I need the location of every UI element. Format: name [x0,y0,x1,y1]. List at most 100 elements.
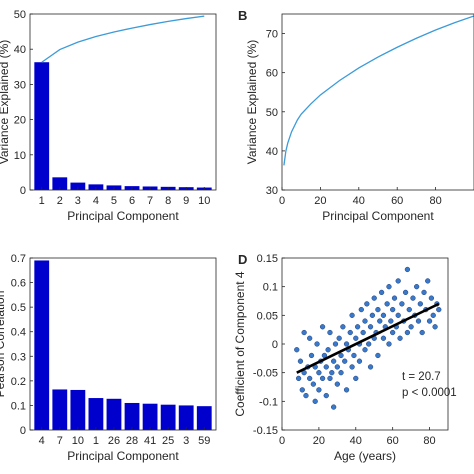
y-tick-label: 0.7 [11,253,26,265]
bar [70,389,86,430]
x-tick-label: 3 [183,435,189,447]
bar [124,402,140,430]
data-point [323,364,329,370]
x-tick-label: 20 [314,195,326,207]
data-point [402,289,409,296]
data-point [377,318,383,324]
data-point [354,324,361,330]
data-point [378,289,385,296]
y-tick-label: 0 [20,425,26,437]
x-tick-label: 80 [423,435,435,447]
data-point [390,306,396,313]
x-tick-label: 3 [75,195,81,207]
data-point [312,398,318,404]
y-tick-label: 30 [14,79,26,91]
x-tick-label: 40 [353,195,365,207]
data-point [399,301,405,307]
panel-D: 0 20 40 60 80 -0.15 -0.1 -0.05 0 0.05 0.1 0.15 t = 2… [233,252,457,463]
x-tick-label: 60 [387,435,399,447]
data-point [334,364,340,370]
data-point [404,266,411,273]
x-tick-label: 7 [147,195,153,207]
data-point [413,284,420,290]
y-tick-label: 0.2 [11,376,26,388]
x-tick-label: 7 [57,435,63,447]
data-point [319,375,326,382]
y-tick-label: 0.3 [11,351,26,363]
data-point [332,341,339,347]
data-point [301,329,307,336]
plot-frame [281,257,449,431]
y-tick-label: 0.5 [11,302,26,314]
data-point [415,318,422,324]
data-point [299,387,305,393]
y-tick-label: 60 [266,68,278,80]
y-axis-label: Variance Explained (%) [0,40,11,165]
data-point [375,306,381,313]
data-point [307,375,313,382]
bar [142,403,158,430]
y-tick-label: 50 [14,9,26,21]
x-tick-label: 25 [162,435,174,447]
regression-line [296,302,440,374]
y-tick-label: 40 [266,146,278,158]
data-point [380,335,387,341]
data-point [369,312,376,318]
y-tick-label: 40 [14,44,26,56]
data-point [336,335,342,341]
data-point [406,306,412,313]
y-tick-label: 0.1 [11,400,26,412]
x-tick-label: 5 [111,195,117,207]
data-point [349,312,355,318]
data-point [347,329,353,336]
data-point [349,364,355,370]
data-point [395,312,401,318]
x-tick-label: 60 [391,195,403,207]
x-axis-label: Age (years) [334,449,396,463]
data-point [436,306,442,313]
x-axis-label: Principal Component [322,209,434,223]
data-point [353,335,359,341]
data-point [330,404,337,410]
x-tick-label: 8 [165,195,171,207]
y-tick-label: 0.05 [257,310,278,322]
data-point [417,301,423,307]
data-point [319,324,326,330]
data-point [338,370,344,376]
data-point [310,381,317,387]
data-point [308,352,315,359]
x-tick-label: 2 [57,195,63,207]
y-tick-label: -0.15 [253,425,278,437]
y-axis-label: Pearson Correlation [0,291,7,398]
variance-curve [283,15,474,166]
y-tick-label: 0 [272,339,278,351]
bar [34,62,50,190]
data-point [397,335,403,341]
data-point [362,347,368,353]
data-point [294,347,300,353]
data-point [353,375,359,382]
bar [34,260,50,430]
data-point [343,341,350,347]
data-point [314,341,320,347]
data-point [410,295,416,301]
data-point [325,347,331,353]
y-axis-label: Coefficient of Component 4 [233,271,247,417]
panel-2: 4 7 10 1 26 28 41 25 3 59 0 0.1 0.2 0.3 0.4 0.5 0.6 0.7 Pr… [0,253,217,463]
x-tick-label: 9 [183,195,189,207]
y-tick-label: 0 [20,185,26,197]
cumulative-line [41,15,205,63]
y-axis-label: Variance Explained (%) [245,40,259,165]
data-point [316,370,322,376]
panel-label: D [238,252,247,267]
data-point [330,358,337,364]
x-tick-label: 1 [39,195,45,207]
y-tick-label: -0.05 [253,368,278,380]
data-point [297,358,304,364]
x-axis-label: Principal Component [67,209,179,223]
data-point [395,278,401,284]
data-point [334,381,340,387]
data-point [371,295,377,301]
data-point [327,329,333,336]
bar [196,406,212,430]
